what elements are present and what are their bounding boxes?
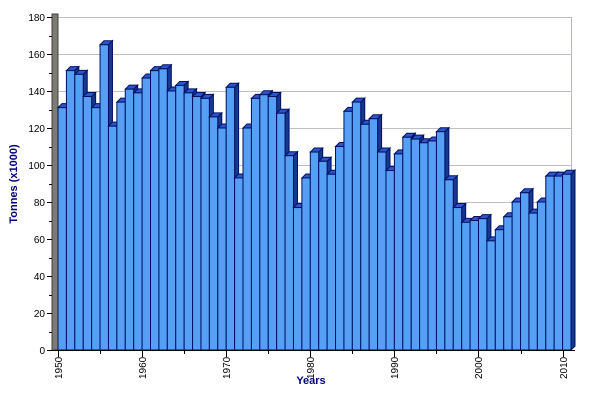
y-tick-label: 120	[28, 124, 45, 135]
x-tick-label: 1980	[306, 356, 317, 379]
bar-2010	[561, 169, 577, 352]
y-axis-title: Tonnes (x1000)	[8, 144, 20, 224]
y-tick-label: 40	[34, 272, 46, 283]
x-axis-title: Years	[296, 375, 325, 387]
y-tick-label: 20	[34, 309, 46, 320]
y-tick-label: 60	[34, 235, 46, 246]
x-tick-label: 2000	[474, 356, 485, 379]
x-tick-label: 1970	[222, 356, 233, 379]
y-axis-wall	[51, 13, 59, 351]
y-tick-label: 100	[28, 161, 45, 172]
y-tick-label: 160	[28, 50, 45, 61]
y-tick-label: 140	[28, 87, 45, 98]
x-tick-label: 1950	[54, 356, 65, 379]
x-tick-label: 1960	[138, 356, 149, 379]
x-tick-label: 2010	[559, 356, 570, 379]
y-tick-label: 180	[28, 13, 45, 24]
y-tick-label: 80	[34, 198, 46, 209]
y-tick-label: 0	[39, 346, 45, 357]
x-tick-label: 1990	[390, 356, 401, 379]
